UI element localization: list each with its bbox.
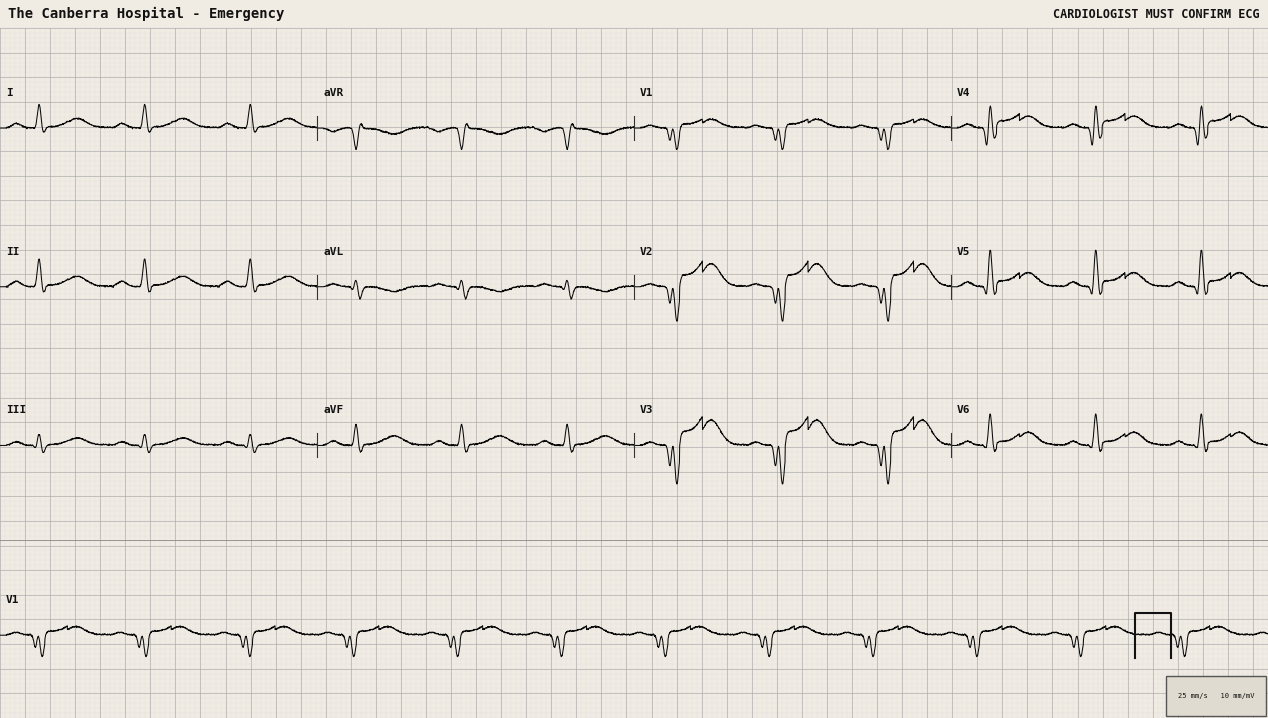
Text: V3: V3: [640, 406, 653, 416]
Text: The Canberra Hospital - Emergency: The Canberra Hospital - Emergency: [8, 7, 284, 21]
Text: V5: V5: [957, 247, 970, 257]
Text: V6: V6: [957, 406, 970, 416]
Text: V1: V1: [640, 88, 653, 98]
Text: CARDIOLOGIST MUST CONFIRM ECG: CARDIOLOGIST MUST CONFIRM ECG: [1054, 7, 1260, 21]
Bar: [1167, 676, 1265, 716]
Text: V4: V4: [957, 88, 970, 98]
Text: V2: V2: [640, 247, 653, 257]
Text: I: I: [6, 88, 13, 98]
Text: III: III: [6, 406, 27, 416]
Text: 25 mm/s   10 mm/mV: 25 mm/s 10 mm/mV: [1178, 693, 1254, 699]
Text: aVF: aVF: [323, 406, 344, 416]
Text: aVR: aVR: [323, 88, 344, 98]
Text: aVL: aVL: [323, 247, 344, 257]
Text: V1: V1: [6, 595, 19, 605]
Text: II: II: [6, 247, 19, 257]
